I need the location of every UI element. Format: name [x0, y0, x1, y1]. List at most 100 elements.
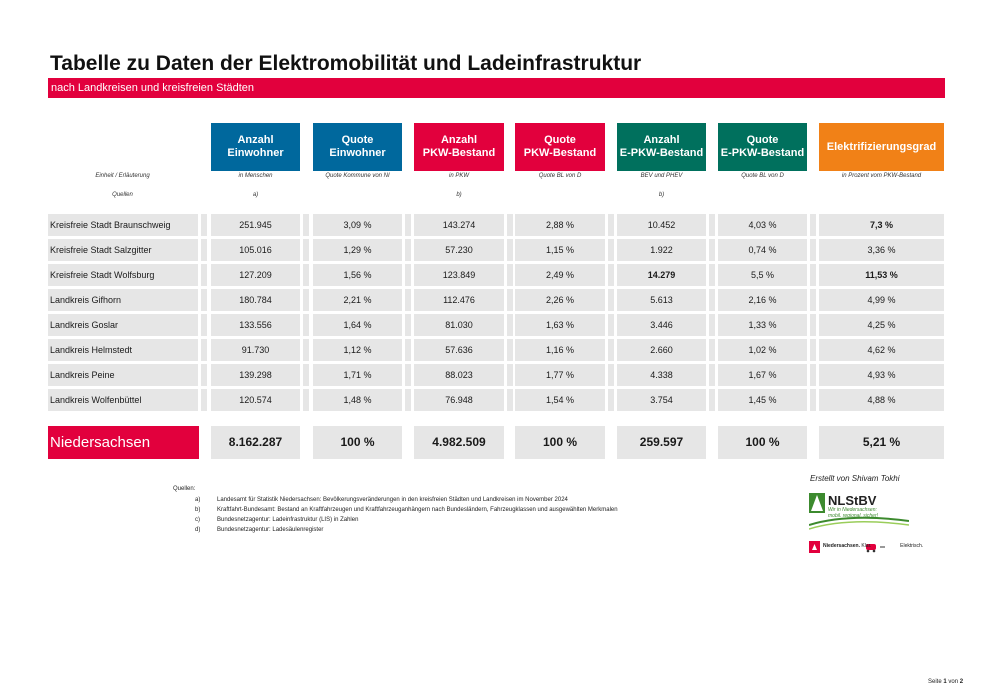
- table-cell: 2,49 %: [515, 264, 605, 286]
- cell-gap: [709, 289, 715, 311]
- table-cell: 1,29 %: [313, 239, 402, 261]
- table-cell: 1.922: [617, 239, 706, 261]
- cell-gap: [405, 239, 411, 261]
- table-cell: 3,09 %: [313, 214, 402, 236]
- table-cell: 2,16 %: [718, 289, 807, 311]
- cell-gap: [405, 389, 411, 411]
- cell-gap: [709, 339, 715, 361]
- table-cell: 4.338: [617, 364, 706, 386]
- row-gap: [201, 339, 207, 361]
- cell-gap: [507, 289, 513, 311]
- pager-middle: von: [948, 679, 959, 685]
- cell-gap: [405, 289, 411, 311]
- source-text: Kraftfahrt-Bundesamt: Bestand an Kraftfa…: [217, 507, 618, 513]
- row-label: Landkreis Peine: [48, 364, 198, 386]
- table-cell: 180.784: [211, 289, 300, 311]
- cell-gap: [303, 289, 309, 311]
- cell-gap: [303, 314, 309, 336]
- source-item: c) Bundesnetzagentur: Ladeinfrastruktur (…: [173, 515, 618, 525]
- cell-gap: [405, 214, 411, 236]
- row-gap: [201, 264, 207, 286]
- cell-gap: [405, 339, 411, 361]
- table-cell: 105.016: [211, 239, 300, 261]
- table-cell: 5,5 %: [718, 264, 807, 286]
- sources-list: Quellen: a) Landesamt für Statistik Niede…: [173, 486, 618, 535]
- row-label: Landkreis Wolfenbüttel: [48, 389, 198, 411]
- table-cell: 7,3 %: [819, 214, 944, 236]
- cell-gap: [709, 214, 715, 236]
- cell-gap: [810, 289, 816, 311]
- subtitle-bar: nach Landkreisen und kreisfreien Städten: [48, 78, 945, 98]
- cell-gap: [810, 214, 816, 236]
- column-unit: Quote BL von D: [538, 173, 582, 179]
- table-cell: 2.660: [617, 339, 706, 361]
- cell-gap: [507, 314, 513, 336]
- cell-gap: [405, 264, 411, 286]
- cell-gap: [608, 314, 614, 336]
- pager-prefix: Seite: [928, 679, 942, 685]
- row-gap: [201, 239, 207, 261]
- row-label: Kreisfreie Stadt Wolfsburg: [48, 264, 198, 286]
- table-cell: 139.298: [211, 364, 300, 386]
- table-cell: 57.636: [414, 339, 504, 361]
- table-cell: 4,62 %: [819, 339, 944, 361]
- column-unit: in Menschen: [238, 173, 273, 179]
- table-cell: 1,71 %: [313, 364, 402, 386]
- cell-gap: [810, 239, 816, 261]
- total-cell: 100 %: [313, 426, 402, 459]
- table-cell: 1,56 %: [313, 264, 402, 286]
- table-cell: 88.023: [414, 364, 504, 386]
- cell-gap: [303, 264, 309, 286]
- table-cell: 5.613: [617, 289, 706, 311]
- source-item: d) Bundesnetzagentur: Ladesäulenregister: [173, 525, 618, 535]
- cell-gap: [303, 239, 309, 261]
- nlstbv-tagline-1: Wir in Niedersachsen:: [828, 507, 877, 513]
- cell-gap: [608, 389, 614, 411]
- column-unit: Quote BL von D: [741, 173, 784, 179]
- cell-gap: [709, 389, 715, 411]
- column-header: Anzahl PKW-Bestand: [414, 123, 504, 171]
- column-source: b): [658, 192, 665, 198]
- cell-gap: [507, 389, 513, 411]
- column-header: Quote E-PKW-Bestand: [718, 123, 807, 171]
- cell-gap: [608, 239, 614, 261]
- source-key: a): [195, 497, 201, 503]
- total-cell: 4.982.509: [414, 426, 504, 459]
- cell-gap: [810, 389, 816, 411]
- table-cell: 3,36 %: [819, 239, 944, 261]
- row-label: Kreisfreie Stadt Braunschweig: [48, 214, 198, 236]
- table-cell: 3.754: [617, 389, 706, 411]
- source-label: Quellen: [112, 192, 133, 198]
- table-cell: 76.948: [414, 389, 504, 411]
- source-text: Bundesnetzagentur: Ladeinfrastruktur (LI…: [217, 517, 359, 523]
- column-unit: in PKW: [448, 173, 469, 179]
- column-header: Elektrifizierungsgrad: [819, 123, 944, 171]
- source-key: d): [195, 527, 201, 533]
- niedersachsen-logo: [809, 541, 885, 553]
- table-cell: 4,93 %: [819, 364, 944, 386]
- column-unit: in Prozent vom PKW-Bestand: [841, 173, 922, 179]
- table-cell: 1,64 %: [313, 314, 402, 336]
- row-gap: [201, 389, 207, 411]
- cell-gap: [405, 364, 411, 386]
- table-cell: 1,67 %: [718, 364, 807, 386]
- column-header: Anzahl E-PKW-Bestand: [617, 123, 706, 171]
- table-cell: 4,99 %: [819, 289, 944, 311]
- table-cell: 1,12 %: [313, 339, 402, 361]
- source-text: Landesamt für Statistik Niedersachsen: B…: [217, 497, 568, 503]
- source-key: b): [195, 507, 201, 513]
- column-source: a): [252, 192, 259, 198]
- table-cell: 81.030: [414, 314, 504, 336]
- cell-gap: [507, 214, 513, 236]
- table-cell: 127.209: [211, 264, 300, 286]
- table-cell: 0,74 %: [718, 239, 807, 261]
- table-cell: 11,53 %: [819, 264, 944, 286]
- column-header: Quote Einwohner: [313, 123, 402, 171]
- row-label: Landkreis Helmstedt: [48, 339, 198, 361]
- source-item: a) Landesamt für Statistik Niedersachsen:…: [173, 495, 618, 505]
- table-cell: 4,88 %: [819, 389, 944, 411]
- cell-gap: [810, 264, 816, 286]
- cell-gap: [303, 214, 309, 236]
- cell-gap: [303, 339, 309, 361]
- table-cell: 1,16 %: [515, 339, 605, 361]
